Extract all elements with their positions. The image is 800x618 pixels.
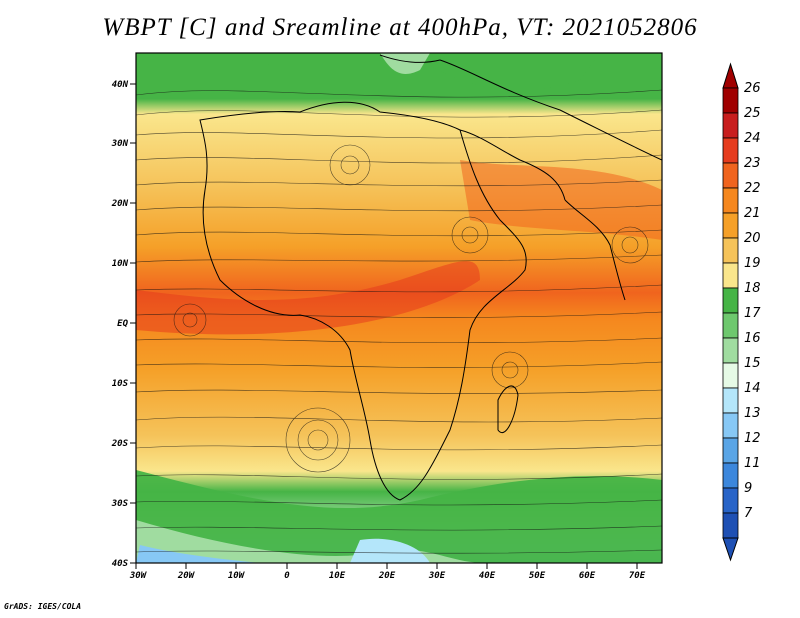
colorbar-swatch [722,387,739,414]
colorbar-label: 16 [744,331,761,346]
coastlines [199,54,662,501]
colorbar-top-arrow [722,62,739,89]
longitude-labels: 30W 20W 10W 0 10E 20E 30E 40E 50E 60E 70… [129,571,646,581]
credit-label: GrADS: IGES/COLA [4,602,82,611]
colorbar-label: 7 [744,506,753,521]
colorbar-swatch [722,487,739,514]
lon-label: 30W [129,571,148,581]
colorbar-swatch [722,337,739,364]
lat-label: EQ [117,319,128,329]
colorbar-swatch [722,87,739,114]
latitude-labels: 40N 30N 20N 10N EQ 10S 20S 30S 40S [111,80,129,569]
colorbar-label: 26 [744,81,761,96]
streamlines [136,89,662,554]
lon-label: 70E [629,571,646,581]
lat-label: 20S [111,439,129,449]
lon-label: 0 [284,571,290,581]
colorbar-swatch [722,112,739,139]
lat-label: 20N [111,199,129,209]
colorbar-label: 19 [744,256,761,271]
axis-ticks [130,83,638,569]
colorbar-swatch [722,187,739,214]
colorbar-swatch [722,362,739,389]
colorbar-swatch [722,512,739,539]
colorbar-swatch [722,312,739,339]
colorbar-swatch [722,287,739,314]
lon-label: 50E [529,571,546,581]
lon-label: 10W [228,571,246,581]
lon-label: 20E [378,571,396,581]
lon-label: 30E [428,571,446,581]
lat-label: 40S [112,559,129,569]
lat-label: 30S [111,499,129,509]
colorbar-swatch [722,212,739,239]
lon-label: 10E [329,571,346,581]
plot-frame [135,52,663,564]
colorbar-label: 20 [744,231,761,246]
colorbar-label: 11 [744,456,761,471]
lon-label: 40E [479,571,496,581]
lat-label: 10S [112,379,129,389]
colorbar-label: 25 [744,106,761,121]
colorbar-swatch [722,462,739,489]
colorbar-label: 24 [744,131,761,146]
colorbar-label: 17 [744,306,761,321]
colorbar-bottom-arrow [722,537,739,562]
colorbar-label: 23 [744,156,761,171]
colorbar-swatch [722,262,739,289]
lat-label: 40N [112,80,129,90]
colorbar-swatch [722,137,739,164]
colorbar-label: 15 [744,356,761,371]
colorbar-swatch [722,437,739,464]
colorbar: 26 25 24 23 22 21 20 19 18 17 16 15 14 13 12 11 9 7 [722,62,761,562]
colorbar-label: 18 [744,281,761,296]
lon-label: 60E [579,571,596,581]
lat-label: 10N [112,259,129,269]
colorbar-label: 9 [744,481,752,496]
colorbar-label: 12 [744,431,761,446]
chart-title: WBPT [C] and Sreamline at 400hPa, VT: 20… [102,14,698,41]
colorbar-swatch [722,162,739,189]
colorbar-label: 13 [744,406,761,421]
colorbar-swatch [722,412,739,439]
lon-label: 20W [177,571,196,581]
lat-label: 30N [111,139,129,149]
colorbar-label: 21 [744,206,761,221]
wbpt-shaded-field [136,53,662,563]
colorbar-label: 22 [744,181,761,196]
colorbar-label: 14 [744,381,761,396]
colorbar-swatch [722,237,739,264]
